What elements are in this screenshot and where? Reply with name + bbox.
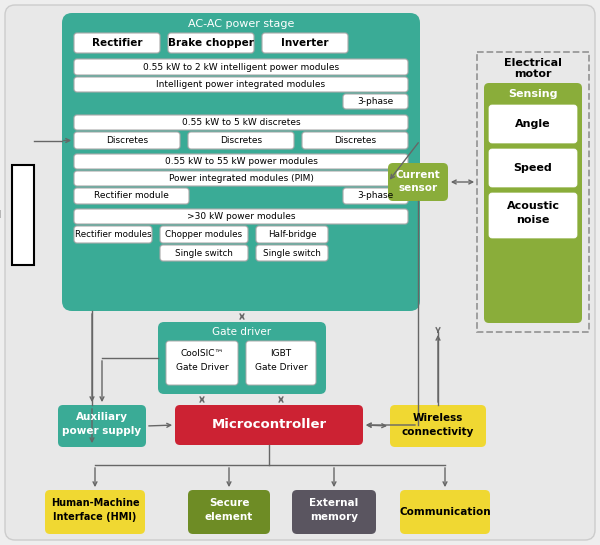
- Text: Gate driver: Gate driver: [212, 327, 272, 337]
- Text: memory: memory: [310, 512, 358, 522]
- Text: 0.55 kW to 5 kW discretes: 0.55 kW to 5 kW discretes: [182, 118, 301, 127]
- FancyBboxPatch shape: [168, 33, 254, 53]
- Text: Chopper modules: Chopper modules: [166, 230, 242, 239]
- FancyBboxPatch shape: [74, 226, 152, 243]
- Text: Discretes: Discretes: [106, 136, 148, 145]
- Text: Single switch: Single switch: [263, 249, 321, 257]
- Text: connectivity: connectivity: [402, 427, 474, 437]
- FancyBboxPatch shape: [74, 171, 408, 186]
- Text: Angle: Angle: [515, 119, 551, 129]
- FancyBboxPatch shape: [388, 163, 448, 201]
- Text: Communication: Communication: [399, 507, 491, 517]
- Text: sensor: sensor: [398, 183, 437, 193]
- Text: power supply: power supply: [62, 426, 142, 436]
- Text: External: External: [310, 498, 359, 508]
- FancyBboxPatch shape: [58, 405, 146, 447]
- Text: AC-AC power stage: AC-AC power stage: [188, 19, 294, 29]
- Text: Current: Current: [395, 170, 440, 180]
- FancyBboxPatch shape: [74, 59, 408, 75]
- FancyBboxPatch shape: [400, 490, 490, 534]
- Text: Rectifier modules: Rectifier modules: [74, 230, 151, 239]
- Text: Gate Driver: Gate Driver: [176, 362, 229, 372]
- Text: Secure: Secure: [209, 498, 249, 508]
- FancyBboxPatch shape: [160, 226, 248, 243]
- FancyBboxPatch shape: [188, 490, 270, 534]
- Text: Discretes: Discretes: [334, 136, 376, 145]
- FancyBboxPatch shape: [74, 33, 160, 53]
- Text: Grid: Grid: [0, 210, 2, 220]
- Text: 3-phase: 3-phase: [358, 191, 394, 201]
- Text: Rectifier: Rectifier: [92, 38, 142, 48]
- FancyBboxPatch shape: [343, 188, 408, 204]
- Text: 3-phase: 3-phase: [358, 97, 394, 106]
- FancyBboxPatch shape: [256, 226, 328, 243]
- FancyBboxPatch shape: [390, 405, 486, 447]
- FancyBboxPatch shape: [74, 188, 189, 204]
- Text: Intelligent power integrated modules: Intelligent power integrated modules: [157, 80, 326, 89]
- Bar: [12, 165, 34, 265]
- Text: Rectifier module: Rectifier module: [94, 191, 169, 201]
- FancyBboxPatch shape: [343, 94, 408, 109]
- FancyBboxPatch shape: [262, 33, 348, 53]
- FancyBboxPatch shape: [484, 83, 582, 323]
- Text: Speed: Speed: [514, 163, 553, 173]
- Text: Half-bridge: Half-bridge: [268, 230, 316, 239]
- Text: Sensing: Sensing: [508, 89, 558, 99]
- FancyBboxPatch shape: [175, 405, 363, 445]
- Text: Electrical: Electrical: [504, 58, 562, 68]
- FancyBboxPatch shape: [74, 115, 408, 130]
- Text: >30 kW power modules: >30 kW power modules: [187, 212, 295, 221]
- FancyBboxPatch shape: [246, 341, 316, 385]
- FancyBboxPatch shape: [292, 490, 376, 534]
- Text: Microcontroller: Microcontroller: [211, 419, 326, 432]
- Text: CoolSIC™: CoolSIC™: [180, 349, 224, 359]
- Text: IGBT: IGBT: [271, 349, 292, 359]
- Text: Wireless: Wireless: [413, 413, 463, 423]
- FancyBboxPatch shape: [188, 132, 294, 149]
- Text: Acoustic: Acoustic: [506, 201, 560, 211]
- Text: 0.55 kW to 2 kW intelligent power modules: 0.55 kW to 2 kW intelligent power module…: [143, 63, 339, 71]
- FancyBboxPatch shape: [256, 245, 328, 261]
- FancyBboxPatch shape: [45, 490, 145, 534]
- FancyBboxPatch shape: [74, 209, 408, 224]
- FancyBboxPatch shape: [160, 245, 248, 261]
- Text: Discretes: Discretes: [220, 136, 262, 145]
- Text: noise: noise: [517, 215, 550, 225]
- Text: Single switch: Single switch: [175, 249, 233, 257]
- FancyBboxPatch shape: [74, 132, 180, 149]
- FancyBboxPatch shape: [62, 13, 420, 311]
- FancyBboxPatch shape: [5, 5, 595, 540]
- FancyBboxPatch shape: [74, 154, 408, 169]
- FancyBboxPatch shape: [302, 132, 408, 149]
- FancyBboxPatch shape: [166, 341, 238, 385]
- FancyBboxPatch shape: [489, 105, 577, 143]
- Text: Inverter: Inverter: [281, 38, 329, 48]
- Text: Auxiliary: Auxiliary: [76, 412, 128, 422]
- FancyBboxPatch shape: [74, 77, 408, 92]
- Text: Power integrated modules (PIM): Power integrated modules (PIM): [169, 174, 313, 183]
- Text: Interface (HMI): Interface (HMI): [53, 512, 137, 522]
- Text: 0.55 kW to 55 kW power modules: 0.55 kW to 55 kW power modules: [164, 157, 317, 166]
- FancyBboxPatch shape: [158, 322, 326, 394]
- FancyBboxPatch shape: [489, 193, 577, 238]
- Text: element: element: [205, 512, 253, 522]
- Text: motor: motor: [514, 69, 552, 79]
- FancyBboxPatch shape: [489, 149, 577, 187]
- Text: Brake chopper: Brake chopper: [168, 38, 254, 48]
- Text: Gate Driver: Gate Driver: [254, 362, 307, 372]
- Text: Human-Machine: Human-Machine: [50, 498, 139, 508]
